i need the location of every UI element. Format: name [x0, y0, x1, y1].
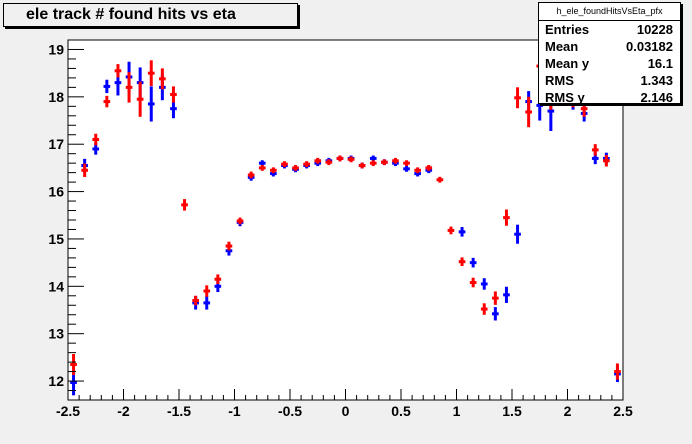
y-tick-label: 16: [48, 184, 64, 200]
x-tick-label: 1.5: [502, 403, 522, 419]
red-data-point: [458, 257, 466, 266]
red-data-point: [203, 285, 211, 297]
stats-value: 2.146: [640, 90, 673, 105]
red-data-point: [270, 167, 277, 174]
stats-row-entries: Entries 10228: [539, 21, 680, 38]
x-tick-label: -1: [228, 403, 241, 419]
plot-frame: [67, 39, 624, 401]
red-data-point: [403, 160, 410, 167]
red-data-point: [447, 226, 455, 235]
red-data-point: [414, 167, 421, 174]
blue-data-point: [480, 278, 488, 290]
blue-data-point: [503, 286, 510, 303]
y-tick-label: 17: [48, 136, 64, 152]
red-data-point: [181, 199, 188, 211]
red-data-point: [325, 159, 333, 166]
blue-data-point: [103, 79, 111, 94]
stats-label: RMS y: [545, 90, 585, 105]
red-data-point: [469, 277, 477, 288]
red-data-point: [591, 144, 599, 156]
red-data-point: [192, 295, 199, 306]
blue-data-point: [469, 257, 477, 268]
red-data-point: [258, 165, 266, 171]
stats-row-mean-y: Mean y 16.1: [539, 55, 680, 72]
red-data-point: [147, 60, 155, 86]
blue-data-point: [458, 227, 466, 237]
y-tick-label: 18: [48, 89, 64, 105]
red-data-point: [114, 64, 122, 78]
stats-label: Entries: [545, 22, 590, 37]
red-data-point: [503, 209, 510, 226]
blue-data-point: [492, 307, 499, 321]
red-data-point: [614, 363, 621, 380]
x-tick-label: -2.5: [56, 403, 80, 419]
red-data-point: [514, 87, 521, 109]
blue-data-point: [203, 296, 211, 310]
x-tick-label: 0.5: [391, 403, 411, 419]
x-tick-label: -1.5: [167, 403, 191, 419]
blue-data-point: [514, 224, 521, 244]
stats-label: Mean y: [545, 56, 590, 71]
stats-row-rms: RMS 1.343: [539, 72, 680, 89]
red-data-point: [603, 155, 610, 167]
red-data-point: [125, 72, 133, 103]
red-data-point: [103, 95, 111, 108]
x-tick-label: 1: [453, 403, 461, 419]
x-tick-label: 2: [564, 403, 572, 419]
y-tick-label: 14: [48, 278, 64, 294]
red-data-point: [369, 160, 377, 167]
red-data-point: [314, 157, 322, 164]
red-data-point: [425, 165, 433, 171]
stats-label: Mean: [545, 39, 579, 54]
red-data-point: [492, 291, 499, 305]
stats-label: RMS: [545, 73, 574, 88]
stats-row-mean: Mean 0.03182: [539, 38, 680, 55]
red-data-point: [292, 165, 299, 171]
stats-histogram-name: h_ele_foundHitsVsEta_pfx: [539, 3, 680, 21]
stats-box: h_ele_foundHitsVsEta_pfx Entries 10228 M…: [538, 2, 681, 106]
red-data-point: [436, 176, 444, 183]
red-data-point: [303, 161, 310, 167]
y-tick-label: 13: [48, 326, 64, 342]
y-tick-label: 19: [48, 41, 64, 57]
stats-value: 10228: [636, 22, 673, 37]
red-data-point: [381, 159, 388, 166]
histogram-title: ele track # found hits vs eta: [3, 3, 298, 27]
x-tick-label: 0: [342, 403, 350, 419]
x-tick-label: 2.5: [613, 403, 633, 419]
red-data-point: [214, 274, 222, 284]
red-data-point: [358, 162, 366, 169]
stats-row-rms-y: RMS y 2.146: [539, 89, 680, 106]
stats-value: 16.1: [647, 56, 673, 71]
red-data-point: [480, 303, 488, 315]
red-data-point: [347, 156, 355, 163]
red-data-point: [170, 86, 177, 103]
y-tick-label: 12: [48, 373, 64, 389]
red-data-point: [525, 96, 532, 128]
red-data-point: [92, 133, 100, 146]
y-tick-label: 15: [48, 231, 64, 247]
blue-data-point: [147, 86, 155, 122]
red-data-point: [136, 81, 144, 117]
red-data-point: [336, 155, 344, 162]
red-data-point: [159, 68, 166, 90]
axes: -2.5 -2 -1.5 -1 -0.5 0 0.5 1 1.5 2 2.5 12 13 14 15 16 17…: [48, 39, 633, 419]
stats-value: 1.343: [640, 73, 673, 88]
red-data-point: [247, 171, 255, 179]
red-data-point: [81, 163, 88, 177]
red-data-point: [281, 161, 288, 167]
x-tick-label: -0.5: [278, 403, 302, 419]
x-tick-label: -2: [117, 403, 130, 419]
stats-value: 0.03182: [626, 39, 673, 54]
red-data-point: [236, 217, 244, 225]
blue-data-point: [403, 165, 410, 172]
red-data-point: [392, 157, 399, 164]
red-data-point: [225, 241, 233, 251]
